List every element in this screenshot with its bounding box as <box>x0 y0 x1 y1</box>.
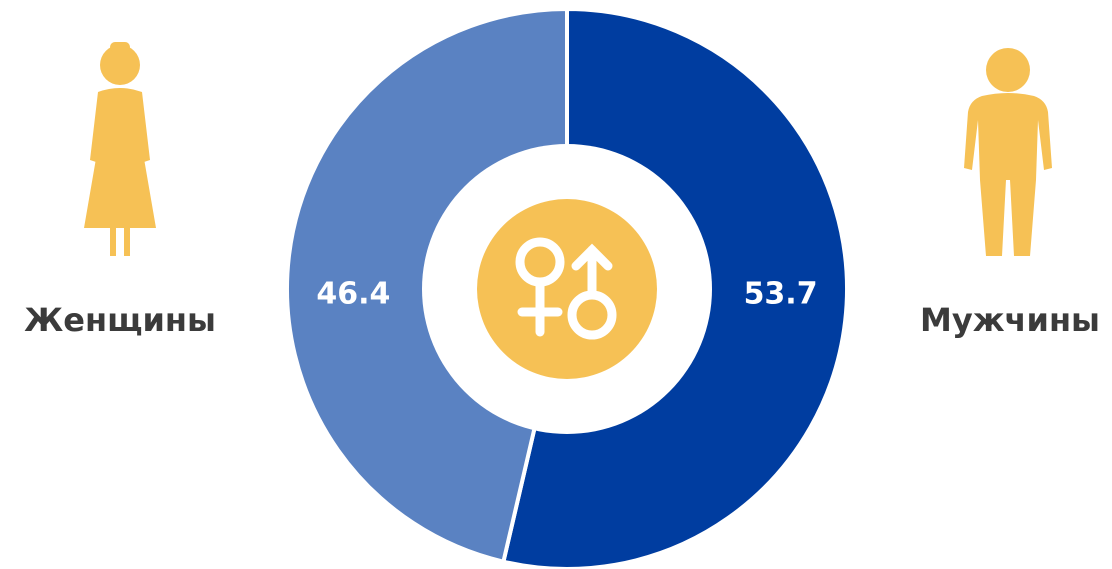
woman-icon <box>84 42 156 256</box>
center-badge <box>477 199 657 379</box>
man-icon <box>964 48 1052 256</box>
category-label: Женщины <box>24 301 216 339</box>
category-label: Мужчины <box>920 301 1100 339</box>
gender-symbol <box>515 237 617 340</box>
value-label: 46.4 <box>316 277 390 312</box>
value-label: 53.7 <box>744 277 818 312</box>
